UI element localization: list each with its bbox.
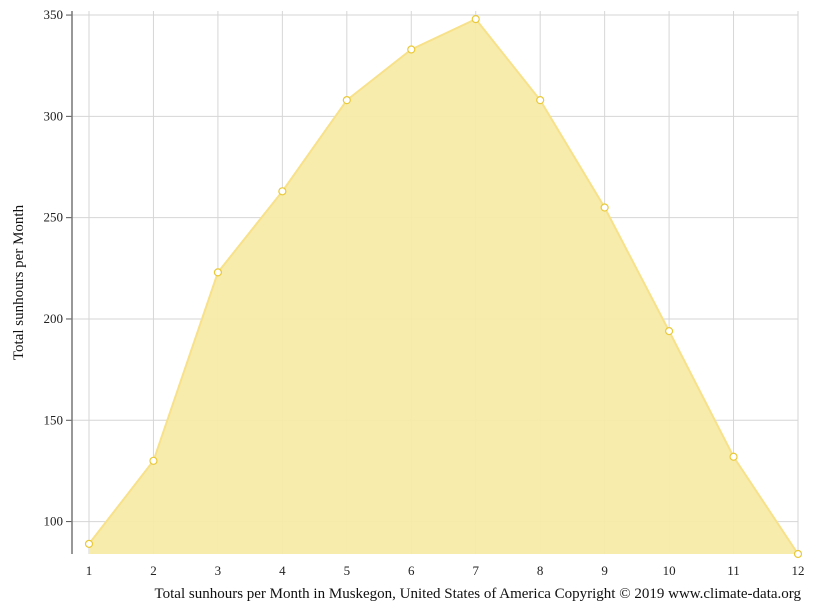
data-point [278, 187, 287, 196]
data-point [729, 452, 738, 461]
data-point [471, 15, 480, 24]
y-tick-label: 250 [44, 210, 64, 225]
series-line [88, 17, 799, 555]
x-tick-label: 2 [150, 563, 157, 578]
x-tick-label: 9 [601, 563, 608, 578]
y-tick-label: 200 [44, 311, 64, 326]
x-tick-label: 10 [663, 563, 676, 578]
y-tick-label: 100 [44, 514, 64, 529]
data-point [342, 96, 351, 105]
data-point [536, 96, 545, 105]
data-points [84, 15, 803, 559]
data-point [84, 539, 94, 548]
x-tick-label: 8 [537, 563, 544, 578]
data-point [793, 549, 803, 559]
y-axis-title: Total sunhours per Month [11, 204, 27, 360]
y-tick-label: 150 [44, 412, 64, 427]
data-point [149, 456, 158, 465]
x-tick-label: 5 [344, 563, 351, 578]
x-tick-label: 11 [727, 563, 740, 578]
x-tick-label: 1 [86, 563, 93, 578]
axes [66, 11, 73, 554]
x-tick-label: 4 [279, 563, 286, 578]
y-tick-label: 300 [44, 108, 64, 123]
x-tick-label: 7 [472, 563, 479, 578]
x-tick-label: 3 [215, 563, 222, 578]
data-point [407, 45, 416, 54]
y-tick-label: 350 [44, 7, 64, 22]
data-point [600, 203, 609, 212]
chart-caption: Total sunhours per Month in Muskegon, Un… [155, 586, 802, 602]
x-tick-label: 12 [792, 563, 805, 578]
data-point [213, 268, 223, 277]
x-tick-label: 6 [408, 563, 415, 578]
area-layer [88, 17, 799, 555]
data-point [664, 327, 674, 336]
area-fill [89, 19, 798, 554]
